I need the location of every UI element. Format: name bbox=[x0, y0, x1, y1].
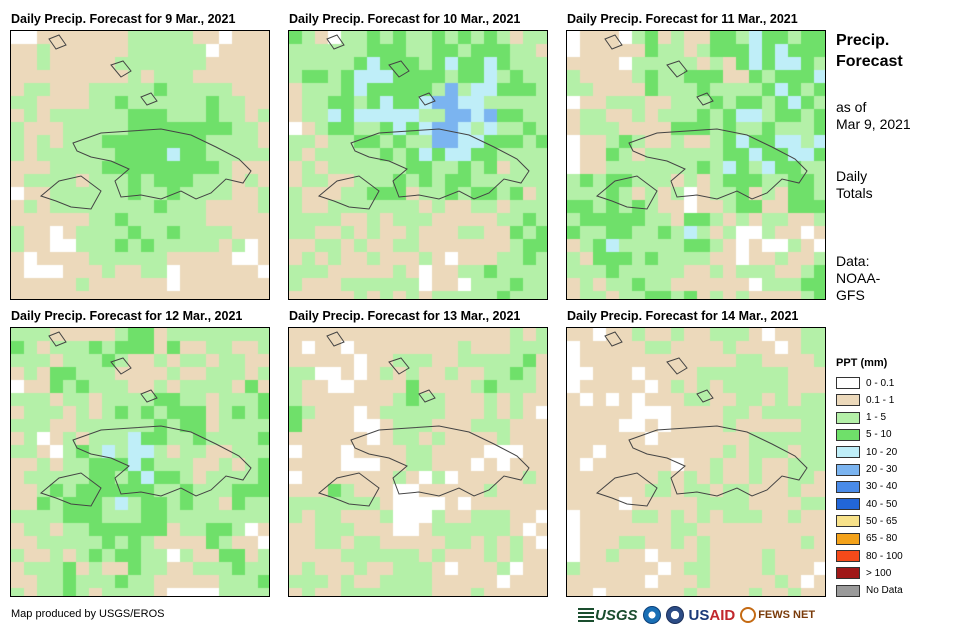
map-title-line2: Forecast bbox=[836, 53, 903, 70]
legend-label: 5 - 10 bbox=[866, 429, 892, 441]
legend-item: 0 - 0.1 bbox=[836, 375, 894, 391]
fews-globe-icon bbox=[740, 607, 757, 623]
legend-label: 1 - 5 bbox=[866, 412, 887, 424]
legend-item: 20 - 30 bbox=[836, 462, 897, 478]
legend-swatch bbox=[836, 377, 860, 389]
usgs-logo-text: USGS bbox=[595, 606, 638, 624]
legend-swatch bbox=[836, 411, 860, 424]
legend-swatch bbox=[836, 532, 860, 545]
legend-item: 40 - 50 bbox=[836, 496, 897, 512]
partner-logos: USGS USAID FEWS NET bbox=[578, 602, 828, 628]
map-panel-mar12 bbox=[10, 327, 270, 597]
legend-swatch bbox=[836, 446, 860, 459]
legend-swatch bbox=[836, 550, 860, 562]
data-source-label: Data: bbox=[836, 253, 870, 269]
data-source: Data: NOAA- GFS bbox=[836, 253, 880, 304]
map-panel-mar9 bbox=[10, 30, 270, 300]
data-source-line2: NOAA- bbox=[836, 270, 881, 286]
legend-item: 65 - 80 bbox=[836, 531, 897, 547]
island-coastline bbox=[39, 34, 252, 210]
as-of-date: as of Mar 9, 2021 bbox=[836, 99, 911, 133]
precip-raster bbox=[567, 31, 825, 299]
legend-swatch bbox=[836, 584, 860, 597]
fews-net-text: FEWS NET bbox=[758, 609, 816, 621]
as-of-value: Mar 9, 2021 bbox=[836, 116, 911, 132]
precip-raster bbox=[11, 31, 269, 299]
precip-raster bbox=[289, 31, 547, 299]
legend-item: 80 - 100 bbox=[836, 548, 903, 564]
daily-totals-label: Daily Totals bbox=[836, 168, 873, 202]
daily-label: Daily bbox=[836, 168, 868, 184]
usaid-logo-aid: AID bbox=[709, 606, 736, 624]
usgs-logo: USGS bbox=[578, 607, 638, 624]
legend-label: 30 - 40 bbox=[866, 481, 898, 493]
island-coastline bbox=[595, 34, 808, 210]
legend-label: No Data bbox=[866, 585, 903, 597]
legend-label: 50 - 65 bbox=[866, 515, 898, 527]
legend-item: 50 - 65 bbox=[836, 513, 897, 529]
legend-swatch bbox=[836, 480, 860, 493]
credit-text: Map produced by USGS/EROS bbox=[11, 608, 165, 620]
precip-raster bbox=[11, 328, 269, 596]
panel-title-mar10: Daily Precip. Forecast for 10 Mar., 2021 bbox=[289, 12, 521, 26]
noaa-logo-icon bbox=[642, 606, 661, 624]
legend-item: 10 - 20 bbox=[836, 444, 897, 460]
fews-net-logo: FEWS NET bbox=[740, 607, 815, 623]
legend-label: > 100 bbox=[866, 567, 892, 579]
legend-label: 20 - 30 bbox=[866, 464, 898, 475]
legend-label: 0.1 - 1 bbox=[866, 394, 895, 406]
precip-raster bbox=[567, 328, 825, 596]
map-panel-mar14 bbox=[566, 327, 826, 597]
usaid-logo: USAID bbox=[689, 607, 736, 624]
panel-title-mar13: Daily Precip. Forecast for 13 Mar., 2021 bbox=[289, 309, 521, 323]
legend-swatch bbox=[836, 463, 860, 476]
usgs-wave-icon bbox=[578, 608, 594, 622]
legend-label: 40 - 50 bbox=[866, 498, 898, 510]
legend-swatch bbox=[836, 394, 860, 407]
coastline-overlay bbox=[39, 34, 252, 210]
legend-title: PPT (mm) bbox=[836, 357, 888, 369]
legend-item: 5 - 10 bbox=[836, 427, 892, 443]
legend-swatch bbox=[836, 515, 860, 528]
usaid-logo-us: US bbox=[688, 606, 710, 624]
legend-label: 80 - 100 bbox=[866, 550, 903, 562]
as-of-label: as of bbox=[836, 99, 867, 115]
island-coastline bbox=[39, 331, 252, 507]
precip-raster bbox=[289, 328, 547, 596]
totals-label: Totals bbox=[836, 185, 873, 201]
data-source-line3: GFS bbox=[836, 287, 865, 303]
legend-item: > 100 bbox=[836, 565, 891, 581]
legend-swatch bbox=[836, 428, 860, 441]
island-coastline bbox=[317, 34, 530, 210]
legend-label: 65 - 80 bbox=[866, 533, 898, 545]
coastline-overlay bbox=[595, 331, 808, 507]
map-title-line1: Precip. bbox=[836, 32, 890, 49]
coastline-overlay bbox=[39, 331, 252, 507]
legend-swatch bbox=[836, 498, 860, 511]
legend-label: 0 - 0.1 bbox=[866, 377, 895, 389]
panel-title-mar11: Daily Precip. Forecast for 11 Mar., 2021 bbox=[567, 12, 798, 26]
legend-swatch bbox=[836, 567, 860, 580]
panel-title-mar9: Daily Precip. Forecast for 9 Mar., 2021 bbox=[11, 12, 236, 26]
legend-item: 0.1 - 1 bbox=[836, 392, 894, 408]
coastline-overlay bbox=[317, 34, 530, 210]
island-coastline bbox=[317, 331, 530, 507]
legend-item: No Data bbox=[836, 583, 903, 599]
state-seal-icon bbox=[665, 606, 684, 624]
map-panel-mar10 bbox=[288, 30, 548, 300]
legend-label: 10 - 20 bbox=[866, 446, 898, 458]
map-title: Precip. Forecast bbox=[836, 30, 903, 72]
panel-title-mar14: Daily Precip. Forecast for 14 Mar., 2021 bbox=[567, 309, 799, 323]
legend-item: 30 - 40 bbox=[836, 479, 897, 495]
legend-item: 1 - 5 bbox=[836, 410, 886, 426]
coastline-overlay bbox=[317, 331, 530, 507]
panel-title-mar12: Daily Precip. Forecast for 12 Mar., 2021 bbox=[11, 309, 243, 323]
coastline-overlay bbox=[595, 34, 808, 210]
map-panel-mar13 bbox=[288, 327, 548, 597]
map-panel-mar11 bbox=[566, 30, 826, 300]
island-coastline bbox=[595, 331, 808, 507]
